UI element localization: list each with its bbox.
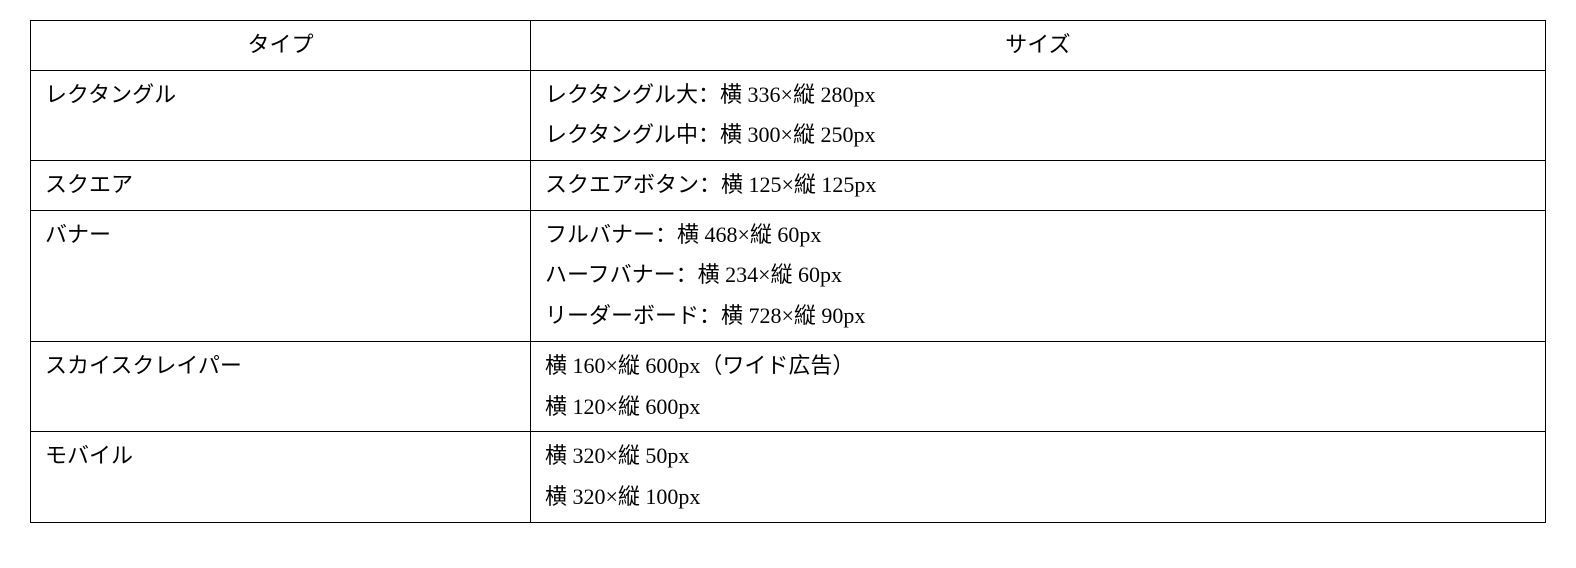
cell-size: 横 320×縦 50px 横 320×縦 100px [530,432,1545,522]
table-header-row: タイプ サイズ [31,21,1546,71]
col-header-type: タイプ [31,21,531,71]
cell-size: レクタングル大：横 336×縦 280px レクタングル中：横 300×縦 25… [530,70,1545,160]
size-line: 横 120×縦 600px [545,387,1531,428]
cell-type: レクタングル [31,70,531,160]
ad-size-table: タイプ サイズ レクタングル レクタングル大：横 336×縦 280px レクタ… [30,20,1546,523]
cell-size: フルバナー：横 468×縦 60px ハーフバナー：横 234×縦 60px リ… [530,210,1545,341]
cell-type: スカイスクレイパー [31,341,531,431]
size-line: ハーフバナー：横 234×縦 60px [545,255,1531,296]
cell-size: スクエアボタン：横 125×縦 125px [530,161,1545,211]
cell-type: モバイル [31,432,531,522]
cell-type: スクエア [31,161,531,211]
table-row: スクエア スクエアボタン：横 125×縦 125px [31,161,1546,211]
table-row: モバイル 横 320×縦 50px 横 320×縦 100px [31,432,1546,522]
table-row: スカイスクレイパー 横 160×縦 600px（ワイド広告） 横 120×縦 6… [31,341,1546,431]
size-line: スクエアボタン：横 125×縦 125px [545,165,1531,206]
size-line: レクタングル大：横 336×縦 280px [545,75,1531,116]
cell-size: 横 160×縦 600px（ワイド広告） 横 120×縦 600px [530,341,1545,431]
size-line: 横 320×縦 50px [545,436,1531,477]
size-line: 横 320×縦 100px [545,477,1531,518]
size-line: リーダーボード：横 728×縦 90px [545,296,1531,337]
table-row: バナー フルバナー：横 468×縦 60px ハーフバナー：横 234×縦 60… [31,210,1546,341]
cell-type: バナー [31,210,531,341]
size-line: 横 160×縦 600px（ワイド広告） [545,346,1531,387]
size-line: レクタングル中：横 300×縦 250px [545,115,1531,156]
size-line: フルバナー：横 468×縦 60px [545,215,1531,256]
table-row: レクタングル レクタングル大：横 336×縦 280px レクタングル中：横 3… [31,70,1546,160]
col-header-size: サイズ [530,21,1545,71]
